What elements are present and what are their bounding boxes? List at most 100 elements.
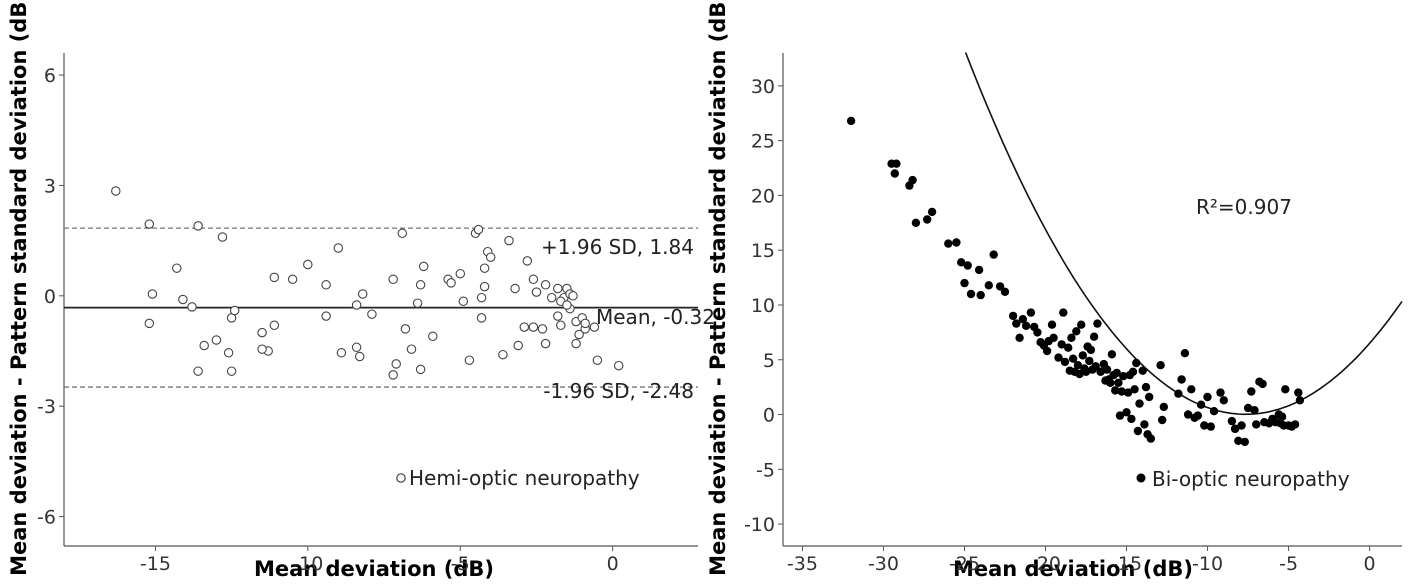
data-point — [522, 256, 533, 266]
data-point — [226, 366, 237, 376]
data-point — [1047, 320, 1057, 329]
data-point — [1252, 420, 1261, 429]
x-tick-label: 0 — [1364, 553, 1376, 575]
data-point — [1140, 420, 1149, 429]
data-point — [892, 159, 901, 168]
data-point — [1111, 386, 1120, 395]
data-point — [1132, 358, 1141, 368]
data-point — [528, 322, 539, 332]
data-point — [391, 359, 401, 369]
data-point — [976, 290, 985, 300]
right-x-axis-title: Mean deviation (dB) — [953, 557, 1193, 581]
data-point — [1102, 365, 1112, 374]
data-point — [1227, 416, 1237, 426]
right-plot-area: -35 -30 -25 -20 -15 -10 -5 0 30 25 20 15 10 5 0 -5 -10 — [744, 52, 1403, 575]
data-point — [571, 338, 581, 349]
data-point — [944, 239, 953, 248]
data-point — [193, 366, 203, 376]
data-point — [908, 175, 917, 185]
data-point — [1054, 353, 1063, 362]
data-point — [269, 320, 280, 331]
data-point — [479, 263, 490, 273]
y-tick-label: 5 — [763, 350, 775, 372]
data-point — [1073, 361, 1083, 370]
x-tick-label: -20 — [1030, 553, 1061, 575]
y-tick-label: 30 — [751, 76, 775, 98]
data-point — [269, 272, 280, 283]
data-point — [418, 261, 429, 272]
data-point — [1230, 424, 1240, 433]
data-point — [1158, 415, 1167, 425]
data-point — [923, 215, 932, 224]
data-point — [333, 243, 344, 253]
data-point — [1290, 420, 1300, 429]
data-point — [476, 313, 487, 323]
data-point — [406, 344, 417, 354]
data-point — [257, 344, 267, 354]
data-point — [613, 360, 624, 371]
data-point — [321, 280, 331, 290]
data-point — [144, 318, 155, 329]
data-point — [367, 309, 377, 319]
data-point — [1187, 385, 1196, 394]
data-point — [846, 116, 856, 126]
data-point — [485, 252, 496, 262]
data-point — [187, 302, 197, 312]
data-point — [984, 281, 993, 290]
data-point — [1072, 327, 1081, 336]
data-point — [1127, 414, 1136, 424]
data-point — [1159, 402, 1169, 412]
data-point — [592, 355, 603, 365]
data-point — [1193, 411, 1203, 420]
data-point — [1130, 385, 1139, 394]
data-point — [144, 219, 155, 229]
data-point — [400, 324, 411, 334]
upper-limit-label: +1.96 SD, 1.84 — [541, 235, 694, 259]
data-point — [464, 355, 475, 365]
data-point — [415, 280, 426, 290]
y-tick-label: -10 — [744, 514, 775, 536]
data-point — [540, 338, 551, 349]
data-point — [455, 268, 466, 279]
data-point — [1091, 362, 1100, 371]
data-point — [568, 291, 578, 301]
x-tick-label: -10 — [1192, 553, 1223, 575]
y-tick-label: 10 — [751, 295, 775, 317]
data-point — [1008, 311, 1018, 321]
data-point — [537, 324, 548, 334]
data-point — [1250, 406, 1259, 415]
y-tick-label: -6 — [37, 507, 56, 529]
data-point — [1026, 308, 1036, 317]
left-y-axis-title: - Mean deviation - Pattern standard devi… — [7, 0, 31, 584]
data-point — [1247, 387, 1256, 396]
x-tick-label: 0 — [607, 553, 619, 575]
y-tick-label: 15 — [751, 240, 775, 262]
data-point — [1057, 340, 1066, 349]
x-tick-label: -30 — [868, 553, 899, 575]
data-point — [257, 327, 267, 338]
data-point — [966, 289, 976, 299]
data-point — [952, 238, 961, 247]
data-point — [1075, 369, 1084, 379]
x-tick-label: -25 — [949, 553, 980, 575]
data-point — [1145, 392, 1154, 402]
regression-panel: - Mean deviation - Pattern standard devi… — [706, 0, 1403, 584]
data-point — [1064, 343, 1073, 352]
data-point — [1114, 378, 1123, 387]
data-point — [1078, 351, 1088, 360]
x-tick-label: -35 — [787, 553, 818, 575]
data-point — [1015, 333, 1024, 342]
data-point — [351, 300, 362, 310]
data-point — [1021, 321, 1031, 330]
data-point — [1018, 315, 1027, 324]
data-point — [476, 292, 487, 303]
data-point — [1033, 328, 1042, 337]
data-point — [1068, 354, 1078, 363]
data-point — [172, 263, 182, 273]
y-tick-label: -5 — [756, 459, 775, 481]
data-point — [1180, 349, 1190, 358]
y-tick-label: 6 — [44, 65, 56, 87]
data-point — [519, 322, 530, 332]
data-point — [1243, 403, 1253, 413]
